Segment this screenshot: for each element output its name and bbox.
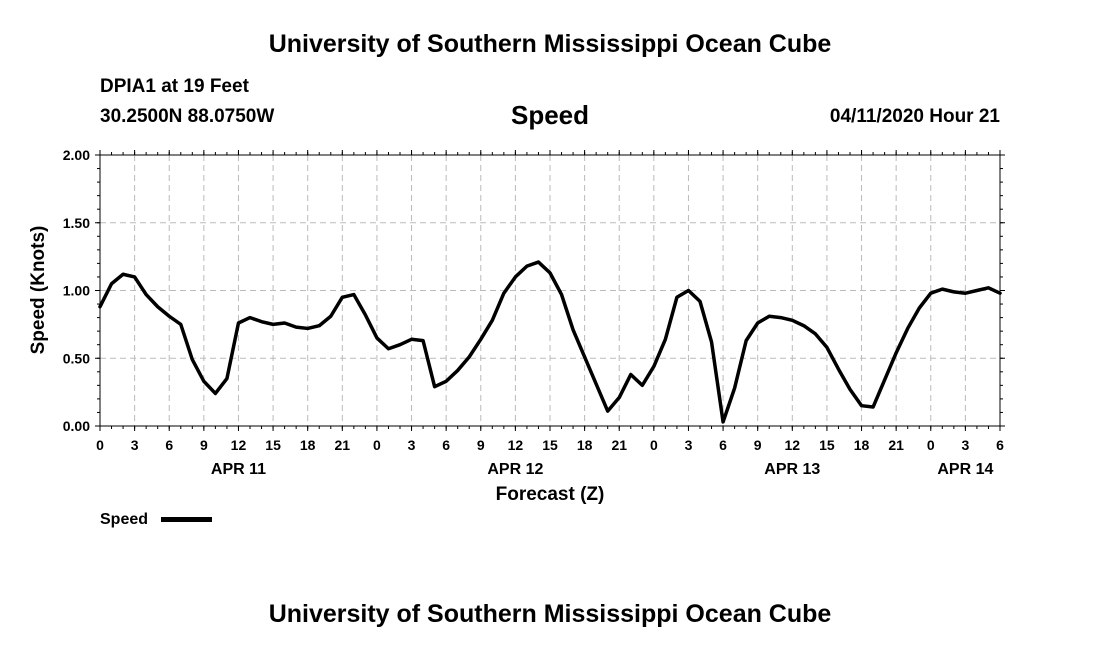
x-tick-label: 3 <box>408 437 416 453</box>
x-tick-label: 12 <box>508 437 524 453</box>
x-tick-label: 0 <box>373 437 381 453</box>
x-axis-label: Forecast (Z) <box>496 484 605 505</box>
legend-swatch <box>161 517 212 522</box>
y-tick-label: 0.50 <box>63 350 90 366</box>
coordinates-label: 30.2500N 88.0750W <box>100 106 275 127</box>
x-tick-label: 21 <box>888 437 904 453</box>
x-tick-label: 0 <box>650 437 658 453</box>
x-tick-label: 6 <box>996 437 1004 453</box>
day-label: APR 13 <box>764 461 820 478</box>
speed-series-line <box>98 260 1002 424</box>
x-tick-label: 0 <box>927 437 935 453</box>
x-tick-label: 6 <box>165 437 173 453</box>
series-layer <box>98 260 1002 424</box>
x-tick-label: 18 <box>577 437 593 453</box>
x-tick-label: 21 <box>335 437 351 453</box>
plot-frame <box>99 154 1001 427</box>
y-tick-label: 1.00 <box>63 283 90 299</box>
chart-title-top: University of Southern Mississippi Ocean… <box>268 30 832 58</box>
x-tick-label: 9 <box>477 437 485 453</box>
legend-label: Speed <box>100 511 148 528</box>
y-tick-label: 1.50 <box>63 215 90 231</box>
grid-layer <box>100 155 1000 426</box>
forecast-datetime: 04/11/2020 Hour 21 <box>829 106 1000 127</box>
y-tick-label: 0.00 <box>63 418 90 434</box>
x-tick-label: 9 <box>200 437 208 453</box>
axis-layer: 0.00 0.50 1.00 1.50 2.00 0 3 6 9 12 15 18 21 0 3 6 9 12 15… <box>63 147 1005 478</box>
x-tick-label: 18 <box>854 437 870 453</box>
x-tick-label: 15 <box>542 437 558 453</box>
day-label: APR 11 <box>211 461 266 478</box>
x-tick-label: 6 <box>442 437 450 453</box>
x-tick-label: 21 <box>611 437 627 453</box>
x-tick-label: 9 <box>754 437 762 453</box>
station-label: DPIA1 at 19 Feet <box>100 76 249 97</box>
variable-title: Speed <box>510 100 590 130</box>
x-tick-label: 15 <box>819 437 835 453</box>
x-tick-label: 12 <box>231 437 247 453</box>
x-tick-label: 18 <box>300 437 316 453</box>
x-tick-label: 6 <box>719 437 727 453</box>
day-label: APR 14 <box>937 461 993 478</box>
day-label: APR 12 <box>487 461 543 478</box>
x-tick-label: 3 <box>961 437 969 453</box>
y-tick-label: 2.00 <box>63 147 90 163</box>
x-tick-label: 3 <box>131 437 139 453</box>
x-tick-label: 0 <box>96 437 104 453</box>
y-axis-label: Speed (Knots) <box>28 226 49 355</box>
x-tick-label: 3 <box>685 437 693 453</box>
chart-title-bottom: University of Southern Mississippi Ocean… <box>268 600 832 628</box>
x-tick-label: 12 <box>785 437 801 453</box>
x-tick-label: 15 <box>265 437 281 453</box>
